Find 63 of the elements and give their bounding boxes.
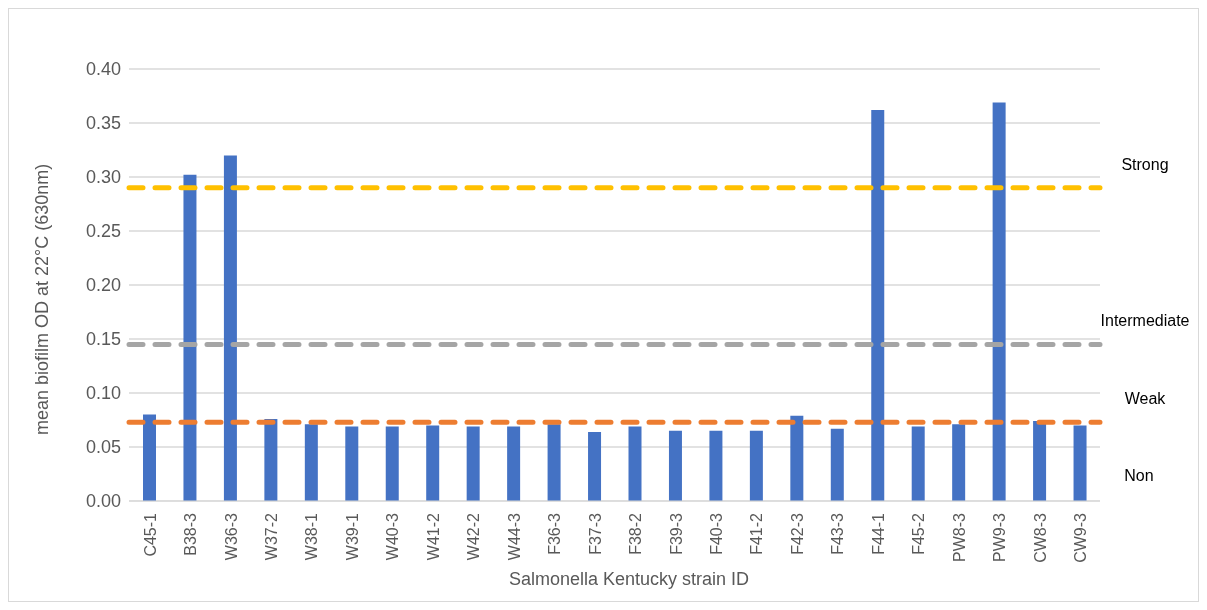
x-tick-label: C45-1 bbox=[141, 512, 159, 557]
x-tick-label: W40-3 bbox=[384, 512, 402, 561]
y-tick-label: 0.25 bbox=[85, 221, 121, 242]
bar bbox=[952, 424, 966, 501]
ref-line-label: Intermediate bbox=[1100, 312, 1190, 330]
x-tick-label: W37-2 bbox=[262, 512, 280, 561]
bar bbox=[466, 426, 480, 501]
bar bbox=[749, 430, 763, 501]
y-tick-label: 0.10 bbox=[85, 383, 121, 404]
bar bbox=[385, 426, 399, 501]
x-tick-label: W39-1 bbox=[343, 512, 361, 561]
y-tick-label: 0.20 bbox=[85, 275, 121, 296]
y-axis-title: mean biofilm OD at 22°C (630nm) bbox=[32, 163, 53, 435]
bar bbox=[304, 424, 318, 501]
x-tick-label: F41-2 bbox=[748, 512, 766, 555]
bar bbox=[223, 155, 237, 501]
bar bbox=[709, 430, 723, 501]
y-tick-label: 0.15 bbox=[85, 329, 121, 350]
x-tick-label: CW8-3 bbox=[1031, 512, 1049, 563]
x-tick-label: F45-2 bbox=[910, 512, 928, 555]
y-tick-label: 0.35 bbox=[85, 113, 121, 134]
x-axis-title: Salmonella Kentucky strain ID bbox=[507, 569, 751, 590]
bar bbox=[992, 102, 1006, 501]
bar bbox=[426, 425, 440, 501]
x-tick-label: CW9-3 bbox=[1072, 512, 1090, 563]
x-tick-label: F42-3 bbox=[788, 512, 806, 555]
x-tick-label: F44-1 bbox=[869, 512, 887, 555]
bar bbox=[507, 426, 521, 501]
x-tick-label: W44-3 bbox=[505, 512, 523, 561]
x-tick-label: W36-3 bbox=[222, 512, 240, 561]
x-tick-label: W41-2 bbox=[424, 512, 442, 561]
bar bbox=[143, 414, 156, 501]
y-tick-label: 0.00 bbox=[85, 491, 121, 512]
bar bbox=[790, 415, 804, 501]
x-tick-label: F36-3 bbox=[546, 512, 564, 555]
y-tick-label: 0.30 bbox=[85, 167, 121, 188]
x-tick-label: PW8-3 bbox=[950, 512, 968, 562]
bar bbox=[1073, 425, 1087, 501]
x-tick-label: B38-3 bbox=[182, 512, 200, 556]
bar bbox=[668, 430, 682, 501]
x-tick-label: F37-3 bbox=[586, 512, 604, 555]
bar bbox=[264, 418, 278, 501]
bar bbox=[911, 426, 925, 501]
y-tick-label: 0.40 bbox=[85, 59, 121, 80]
bar bbox=[830, 428, 844, 501]
y-tick-label: 0.05 bbox=[85, 437, 121, 458]
x-tick-label: F43-3 bbox=[829, 512, 847, 555]
x-tick-label: PW9-3 bbox=[991, 512, 1009, 562]
x-tick-label: F40-3 bbox=[708, 512, 726, 555]
x-tick-label: F38-2 bbox=[627, 512, 645, 555]
bar bbox=[871, 110, 885, 501]
bar bbox=[628, 426, 642, 501]
text: Non bbox=[1123, 467, 1155, 485]
ref-line-label: Strong bbox=[1121, 155, 1169, 173]
x-tick-label: W42-2 bbox=[465, 512, 483, 561]
x-tick-label: W38-1 bbox=[303, 512, 321, 561]
bar bbox=[547, 424, 561, 501]
ref-line-label: Weak bbox=[1124, 390, 1167, 408]
bar bbox=[1033, 421, 1047, 501]
x-tick-label: F39-3 bbox=[667, 512, 685, 555]
bar bbox=[588, 431, 602, 501]
bar bbox=[183, 174, 197, 501]
bar bbox=[345, 426, 359, 501]
